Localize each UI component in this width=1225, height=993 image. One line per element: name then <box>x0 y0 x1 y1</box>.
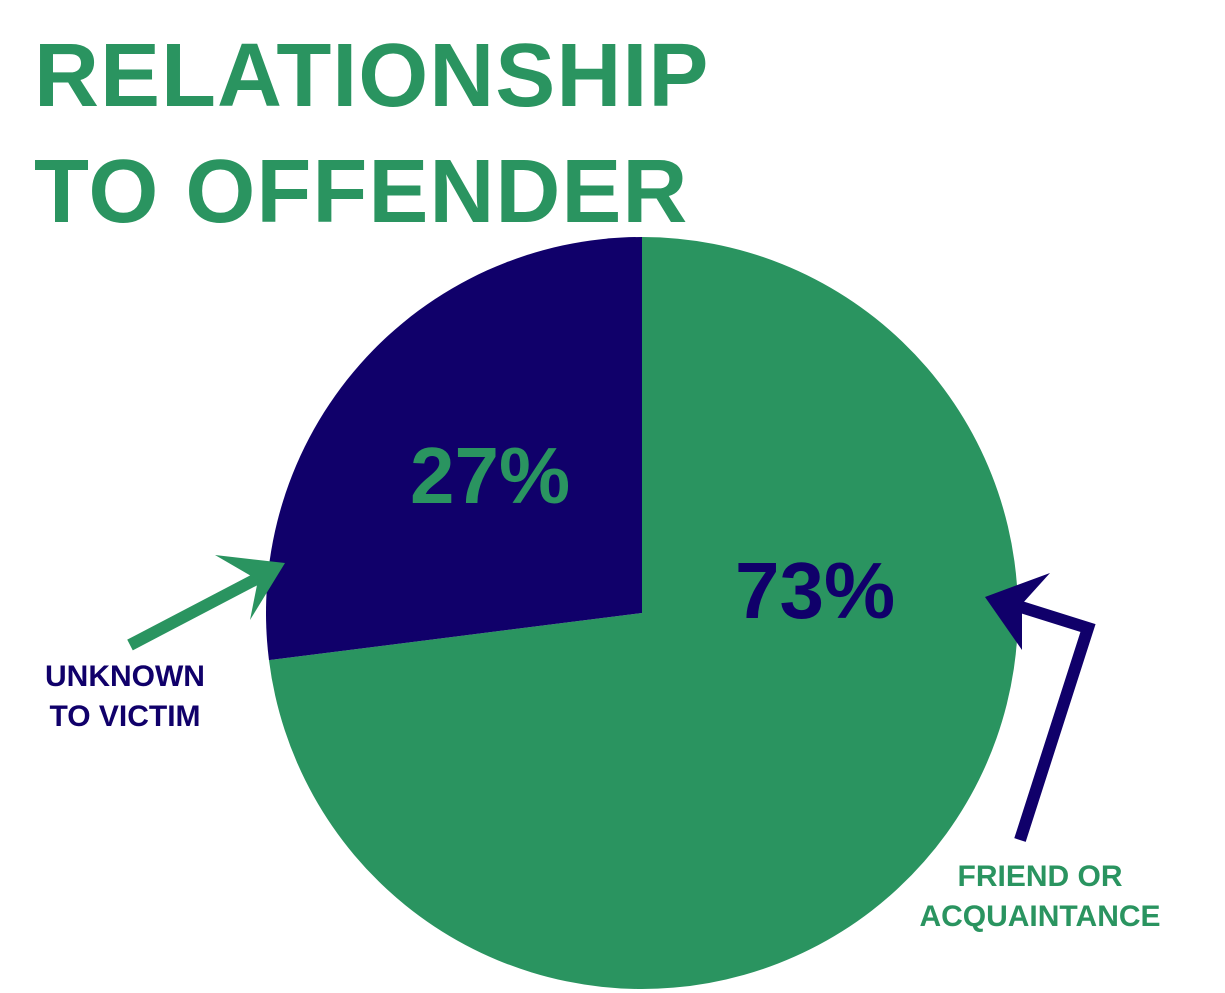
pie <box>266 237 1019 989</box>
category-label: UNKNOWN TO VICTIM <box>45 660 205 733</box>
pie-slice <box>268 237 1019 989</box>
category-label: FRIEND OR ACQUAINTANCE <box>919 860 1161 933</box>
arrow-friend <box>985 573 1096 842</box>
chart-title: RELATIONSHIP TO OFFENDER <box>34 26 708 242</box>
arrow-line <box>127 570 265 651</box>
pie-slice <box>266 237 642 661</box>
data-label: 27% <box>410 431 571 520</box>
data-label: 73% <box>735 546 896 635</box>
arrow-head <box>985 573 1050 650</box>
arrow-line <box>1003 596 1096 842</box>
arrow-head <box>215 555 285 620</box>
arrow-unknown <box>127 555 285 651</box>
